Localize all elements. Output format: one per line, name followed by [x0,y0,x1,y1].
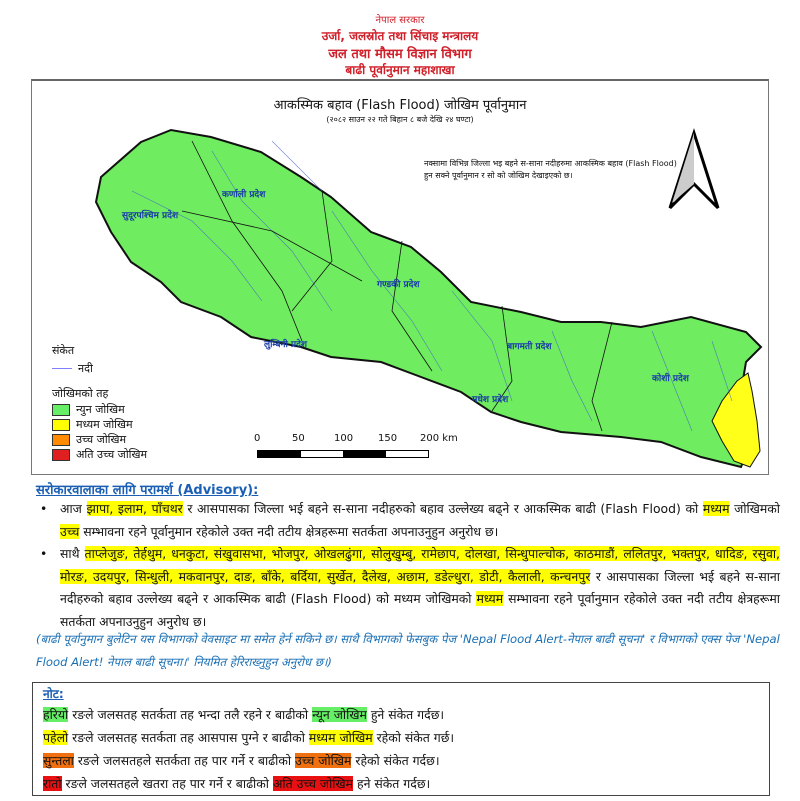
map-legend: संकेत नदी जोखिमको तह न्युन जोखिम मध्यम ज… [52,343,147,462]
department-label: जल तथा मौसम विज्ञान विभाग [328,47,472,62]
text-segment: रहेको संकेत गर्दछ। [351,753,440,768]
note-line: हरियो रङले जलसतह सतर्कता तह भन्दा तलै रह… [43,703,759,726]
swatch-very-high [52,448,70,461]
swatch-high [52,433,70,446]
highlighted-text: झापा, इलाम, पाँचथर [86,501,183,516]
river-line-icon [52,368,72,369]
ministry-label: उर्जा, जलस्रोत तथा सिंचाइ मन्त्रालय [321,29,479,43]
province-label: गण्डकी प्रदेश [377,280,420,290]
color-highlight: सुन्तला [43,753,74,768]
color-highlight: उच्च जोखिम [295,753,352,768]
color-highlight: हरियो [43,707,69,722]
map-subtitle: (२०८२ साउन २२ गते बिहान ८ बजे देखि २४ घण… [326,115,474,124]
scale-tick: 50 [292,433,305,444]
province-label: लुम्बिनी प्रदेश [264,340,307,350]
nepal-map-graphic [94,128,763,469]
division-label: बाढी पूर्वानुमान महाशाखा [345,63,455,77]
province-label: बागमती प्रदेश [507,342,552,352]
advisory-bullet: आज झापा, इलाम, पाँचथर र आसपासका जिल्ला भ… [40,498,781,543]
color-highlight: मध्यम जोखिम [308,730,373,745]
province-label: सुदूरपश्चिम प्रदेश [122,211,179,221]
note-line: रातो रङले जलसतहले खतरा तह पार गर्ने र बा… [43,772,759,795]
note-title: नोट: [43,687,64,701]
flash-flood-map: आकस्मिक बहाव (Flash Flood) जोखिम पूर्वान… [31,79,769,475]
scale-tick: 0 [254,433,261,444]
province-label: कर्णाली प्रदेश [222,190,266,200]
legend-title: संकेत [52,344,75,357]
color-highlight: पहेलो [43,730,69,745]
text-segment: हने संकेत गर्दछ। [353,776,431,791]
note-box: नोट: हरियो रङले जलसतह सतर्कता तह भन्दा त… [32,682,770,796]
text-segment: रङले जलसतहले खतरा तह पार गर्ने र बाढीको [61,776,273,791]
text-segment: र आसपासका जिल्ला भई बहने स-साना नदीहरुको… [60,568,780,607]
north-arrow-icon [668,128,720,210]
map-title: आकस्मिक बहाव (Flash Flood) जोखिम पूर्वान… [273,98,527,113]
text-segment: हुने संकेत गर्दछ। [366,707,445,722]
text-segment: आज [60,501,87,516]
nepal-moderate-risk-area [711,372,761,468]
legend-risk-title: जोखिमको तह [52,387,109,400]
province-label: कोशी प्रदेश [652,374,689,384]
govt-label: नेपाल सरकार [375,15,425,26]
text-segment: साथै [60,546,85,561]
legend-river: नदी [78,362,93,375]
scale-tick: 200 km [420,433,458,444]
advisory-info: (बाढी पूर्वानुमान बुलेटिन यस विभागको वेव… [36,632,780,669]
highlighted-text: मध्यम [702,501,730,516]
color-highlight: न्यून जोखिम [312,707,367,722]
color-highlight: रातो [43,776,62,791]
text-segment: रहेको संकेत गर्छ। [372,730,455,745]
highlighted-text: मध्यम [476,591,504,606]
color-highlight: अति उच्च जोखिम [272,776,354,791]
swatch-low [52,403,70,416]
map-note: नक्सामा विभिन्न जिल्ला भइ बहने स-साना नद… [424,159,677,180]
text-segment: रङले जलसतहले सतर्कता तह पार गर्ने र बाढी… [73,753,295,768]
advisory-bullet: साथै ताप्लेजुङ, तेर्हथुम, धनकुटा, संखुवा… [40,543,780,633]
text-segment: सम्भावना रहने पूर्वानुमान रहेकोले उक्त न… [60,591,780,629]
province-label: मधेश प्रदेश [472,395,509,405]
highlighted-text: उच्च [60,523,80,539]
text-segment: रङले जलसतह सतर्कता तह भन्दा तलै रहने र ब… [68,707,313,722]
scale-tick: 100 [334,433,354,444]
text-segment: र आसपासका जिल्ला भई बहने स-साना नदीहरुको… [182,501,703,516]
swatch-moderate [52,418,70,431]
text-segment: रङले जलसतह सतर्कता तह आसपास पुग्ने र बाढ… [68,730,309,745]
text-segment: जोखिमको [729,501,781,516]
note-line: पहेलो रङले जलसतह सतर्कता तह आसपास पुग्ने… [43,726,759,749]
advisory-heading: सरोकारवालाका लागि परामर्श (Advisory): [36,483,259,498]
legend-item: न्युन जोखिम [76,403,125,416]
scale-tick: 150 [378,433,398,444]
legend-item: उच्च जोखिम [76,433,127,446]
legend-item: मध्यम जोखिम [76,418,133,431]
note-line: सुन्तला रङले जलसतहले सतर्कता तह पार गर्न… [43,749,759,772]
legend-item: अति उच्च जोखिम [76,448,148,461]
scale-bar: 0 50 100 150 200 km [254,433,474,458]
text-segment: सम्भावना रहने पूर्वानुमान रहेकोले उक्त न… [79,523,499,539]
